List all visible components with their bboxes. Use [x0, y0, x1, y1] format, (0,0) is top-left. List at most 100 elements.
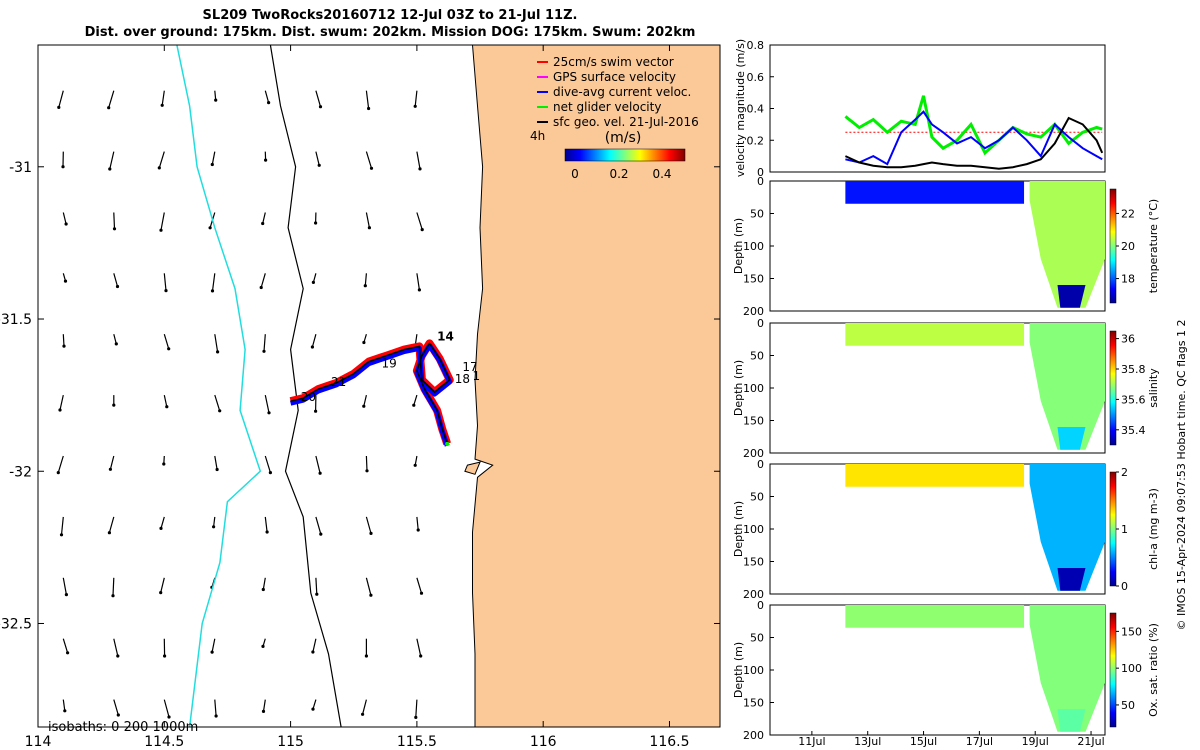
velocity-arrow — [160, 516, 165, 529]
glider-track — [289, 339, 454, 447]
track-start-marker — [445, 441, 450, 446]
day-label: 14 — [437, 329, 454, 343]
isobath-1000m-line — [176, 45, 262, 727]
deep-section-area — [1029, 323, 1105, 450]
velocity-arrow-head — [261, 709, 266, 714]
deep-section-area — [1029, 464, 1105, 591]
velocity-arrow-head — [58, 408, 62, 412]
shallow-section-band — [845, 181, 1025, 204]
legend-label-net-glider-velocity: net glider velocity — [553, 100, 661, 114]
velocity-arrow — [415, 699, 418, 718]
colorbar-label: salinity — [1147, 368, 1160, 408]
velocity-arrow — [62, 334, 65, 347]
velocity-arrow-head — [66, 651, 70, 655]
velocity-arrow — [58, 90, 64, 108]
depth-tick-label: 50 — [750, 208, 764, 221]
legend-entry-dive-avg-current: dive-avg current veloc. — [537, 85, 691, 99]
day-label: 19 — [382, 357, 397, 371]
velocity-arrow — [113, 212, 116, 229]
velocity-arrow-head — [107, 531, 111, 535]
section-colorbar — [1109, 188, 1117, 304]
velocity-arrow-head — [111, 594, 115, 598]
depth-tick-label: 200 — [743, 447, 764, 460]
deep-section-area — [1029, 181, 1105, 308]
day-label: 17 — [462, 360, 477, 374]
velocity-arrow-head — [214, 714, 218, 718]
velocity-arrow — [59, 394, 64, 411]
velocity-arrow-head — [167, 715, 171, 719]
velocity-arrow — [262, 699, 266, 712]
velocity-arrow-head — [116, 713, 120, 717]
velocity-arrow — [211, 273, 216, 291]
velocity-arrow — [161, 90, 165, 106]
colorbar-tick-label: 36 — [1121, 333, 1135, 346]
velocity-arrow — [160, 577, 165, 593]
velocity-arrow-head — [159, 526, 163, 531]
velocity-arrow-head — [61, 165, 65, 169]
velocity-arrow — [416, 516, 419, 531]
depth-tick-label: 100 — [743, 523, 764, 536]
velocity-ylabel: velocity magnitude (m/s) — [734, 39, 747, 177]
velocity-arrow-head — [62, 344, 66, 348]
velocity-arrow-head — [215, 467, 219, 472]
velocity-arrow-head — [363, 284, 367, 288]
velocity-arrow-head — [416, 528, 420, 532]
depth-tick-label: 150 — [743, 415, 764, 428]
velocity-y-tick-label: 0.4 — [747, 103, 765, 116]
velocity-arrow-head — [112, 227, 117, 231]
velocity-arrow-head — [367, 106, 371, 111]
time-tick-label: 17Jul — [966, 735, 993, 748]
velocity-arrow — [158, 151, 165, 169]
velocity-arrow — [315, 151, 320, 166]
velocity-arrow-head — [167, 347, 171, 351]
surface-velocity-arrows — [56, 90, 424, 720]
velocity-arrow-head — [310, 345, 314, 349]
velocity-arrow-head — [114, 342, 118, 346]
velocity-arrow — [113, 699, 119, 716]
colorbar-tick-0: 0 — [571, 167, 579, 181]
velocity-arrow — [416, 577, 423, 594]
velocity-arrow — [315, 577, 318, 595]
velocity-arrow — [365, 577, 372, 596]
velocity-arrow-head — [56, 471, 60, 475]
velocity-arrow-head — [159, 228, 163, 232]
velocity-arrow — [108, 516, 115, 533]
velocity-arrow-head — [318, 471, 322, 475]
glider-path-line — [290, 342, 451, 445]
velocity-arrow — [62, 577, 67, 595]
velocity-arrow-head — [417, 288, 421, 292]
velocity-arrow — [416, 638, 422, 657]
velocity-arrow — [113, 334, 117, 345]
velocity-arrow-head — [265, 530, 269, 534]
velocity-arrow — [109, 455, 115, 470]
velocity-arrow — [213, 516, 216, 527]
colorbar-label: temperature (°C) — [1147, 199, 1160, 293]
velocity-arrow-head — [59, 533, 64, 537]
velocity-arrow — [57, 455, 64, 473]
velocity-arrow — [365, 516, 372, 534]
colorbar-tick-label: 35.6 — [1121, 393, 1146, 406]
velocity-arrow — [163, 394, 168, 407]
velocity-arrow-head — [57, 105, 61, 109]
deep-section-area — [1029, 605, 1105, 732]
velocity-arrow-head — [63, 279, 68, 283]
isobath-200m-line — [269, 45, 342, 727]
depth-tick-label: 200 — [743, 588, 764, 601]
velocity-arrow — [264, 455, 271, 473]
velocity-arrow-head — [160, 103, 164, 107]
velocity-arrow-head — [268, 471, 272, 475]
depth-axis-label: Depth (m) — [732, 218, 745, 274]
velocity-arrow-head — [214, 98, 218, 102]
colorbar-tick-2: 0.4 — [652, 167, 671, 181]
map-x-tick-label: 115 — [277, 734, 304, 750]
velocity-axes — [769, 44, 1106, 173]
velocity-arrow-head — [208, 226, 212, 230]
velocity-arrow-head — [164, 289, 168, 293]
rottnest-island — [464, 461, 481, 475]
section-panel: 0 50 100 150 200 Depth (m) 0 1 2 chl-a (mg m-3) — [732, 458, 1160, 601]
velocity-arrow — [60, 516, 64, 535]
time-tick-label: 15Jul — [910, 735, 937, 748]
colorbar-label: Ox. sat. ratio (%) — [1147, 623, 1160, 717]
shallow-section-band — [845, 605, 1025, 628]
legend-label-swim-vector: 25cm/s swim vector — [553, 55, 674, 69]
